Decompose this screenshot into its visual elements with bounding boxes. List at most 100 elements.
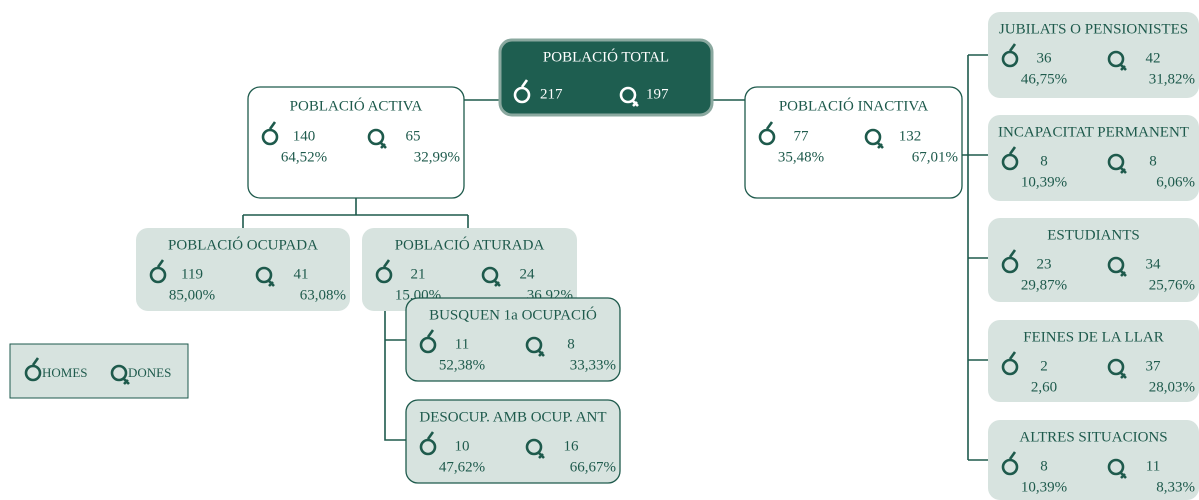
node: FEINES DE LA LLAR 2 37 2,60 28,03% <box>988 320 1199 402</box>
women-count: 65 <box>406 128 421 144</box>
node-box <box>988 320 1199 402</box>
male-icon <box>419 431 437 456</box>
men-pct: 10,39% <box>1021 174 1067 190</box>
male-icon <box>513 79 531 104</box>
node: POBLACIÓ ACTIVA 140 65 64,52% 32,99% <box>247 86 465 199</box>
female-icon <box>525 336 545 357</box>
node-label: POBLACIÓ INACTIVA <box>779 97 928 114</box>
men-count: 119 <box>181 266 203 282</box>
men-count: 11 <box>455 336 469 352</box>
node: DESOCUP. AMB OCUP. ANT 10 16 47,62% 66,67% <box>405 399 621 484</box>
female-icon <box>1107 153 1127 174</box>
women-pct: 66,67% <box>570 459 616 475</box>
node-box <box>988 218 1199 302</box>
women-count: 8 <box>1149 153 1157 169</box>
node: POBLACIÓ OCUPADA 119 41 85,00% 63,08% <box>136 228 350 311</box>
node-label: POBLACIÓ ATURADA <box>395 236 545 253</box>
female-icon <box>619 86 639 107</box>
women-pct: 28,03% <box>1149 379 1195 395</box>
men-pct: 52,38% <box>439 357 485 373</box>
node-label: POBLACIÓ OCUPADA <box>168 236 318 253</box>
men-count: 23 <box>1037 256 1052 272</box>
female-icon <box>1107 256 1127 277</box>
connector <box>242 198 469 228</box>
women-count: 34 <box>1146 256 1162 272</box>
male-icon <box>375 259 393 284</box>
men-pct: 46,75% <box>1021 71 1067 87</box>
men-pct: 2,60 <box>1031 379 1057 395</box>
women-count: 37 <box>1146 358 1162 374</box>
node: POBLACIÓ TOTAL 217 197 <box>498 38 714 117</box>
male-icon <box>261 121 279 146</box>
female-icon <box>110 364 130 385</box>
men-pct: 64,52% <box>281 149 327 165</box>
node: ALTRES SITUACIONS 8 11 10,39% 8,33% <box>988 420 1199 500</box>
men-count: 140 <box>293 128 316 144</box>
women-count: 11 <box>1146 458 1160 474</box>
node: JUBILATS O PENSIONISTES 36 42 46,75% 31,82% <box>988 12 1199 98</box>
node: INCAPACITAT PERMANENT 8 8 10,39% 6,06% <box>988 115 1199 201</box>
men-count: 10 <box>455 438 470 454</box>
node-box <box>405 297 621 382</box>
men-pct: 85,00% <box>169 287 215 303</box>
women-count: 8 <box>567 336 575 352</box>
women-pct: 8,33% <box>1156 479 1195 495</box>
node-box <box>136 228 350 311</box>
male-icon <box>149 259 167 284</box>
node: POBLACIÓ INACTIVA 77 132 35,48% 67,01% <box>744 86 963 199</box>
node-box <box>744 86 963 199</box>
node-box <box>498 38 714 117</box>
node-label: POBLACIÓ ACTIVA <box>290 97 423 114</box>
male-icon <box>419 329 437 354</box>
female-icon <box>481 266 501 287</box>
male-icon <box>1001 451 1019 476</box>
women-pct: 33,33% <box>570 357 616 373</box>
male-icon <box>1001 146 1019 171</box>
legend-women: DONES <box>128 365 171 380</box>
men-count: 8 <box>1040 153 1048 169</box>
node-box <box>988 420 1199 500</box>
men-count: 2 <box>1040 358 1048 374</box>
men-pct: 35,48% <box>778 149 824 165</box>
women-count: 41 <box>294 266 309 282</box>
node: ESTUDIANTS 23 34 29,87% 25,76% <box>988 218 1199 302</box>
node-label: DESOCUP. AMB OCUP. ANT <box>419 409 606 425</box>
women-count: 42 <box>1146 50 1161 66</box>
node-box <box>405 399 621 484</box>
node-box <box>988 12 1199 98</box>
legend: HOMES DONES <box>9 343 189 399</box>
node-label: POBLACIÓ TOTAL <box>543 48 669 65</box>
women-pct: 25,76% <box>1149 277 1195 293</box>
men-count: 36 <box>1037 50 1053 66</box>
node-box <box>988 115 1199 201</box>
female-icon <box>1107 358 1127 379</box>
node-box <box>362 228 577 311</box>
women-count: 24 <box>520 266 536 282</box>
node-label: BUSQUEN 1a OCUPACIÓ <box>429 306 597 323</box>
connector <box>384 311 406 441</box>
women-pct: 67,01% <box>912 149 958 165</box>
women-count: 197 <box>646 86 669 102</box>
male-icon <box>1001 249 1019 274</box>
male-icon <box>24 357 42 382</box>
male-icon <box>758 121 776 146</box>
men-pct: 29,87% <box>1021 277 1067 293</box>
women-pct: 63,08% <box>300 287 346 303</box>
women-count: 16 <box>564 438 580 454</box>
node-label: ESTUDIANTS <box>1047 227 1140 243</box>
male-icon <box>1001 43 1019 68</box>
women-count: 132 <box>899 128 922 144</box>
women-pct: 6,06% <box>1156 174 1195 190</box>
men-count: 21 <box>411 266 426 282</box>
female-icon <box>1107 50 1127 71</box>
men-count: 77 <box>794 128 810 144</box>
node-label: FEINES DE LA LLAR <box>1023 329 1163 345</box>
men-pct: 47,62% <box>439 459 485 475</box>
legend-men: HOMES <box>42 365 88 380</box>
men-count: 8 <box>1040 458 1048 474</box>
female-icon <box>1107 458 1127 479</box>
female-icon <box>255 266 275 287</box>
node-box <box>247 86 465 199</box>
connector <box>962 54 988 461</box>
